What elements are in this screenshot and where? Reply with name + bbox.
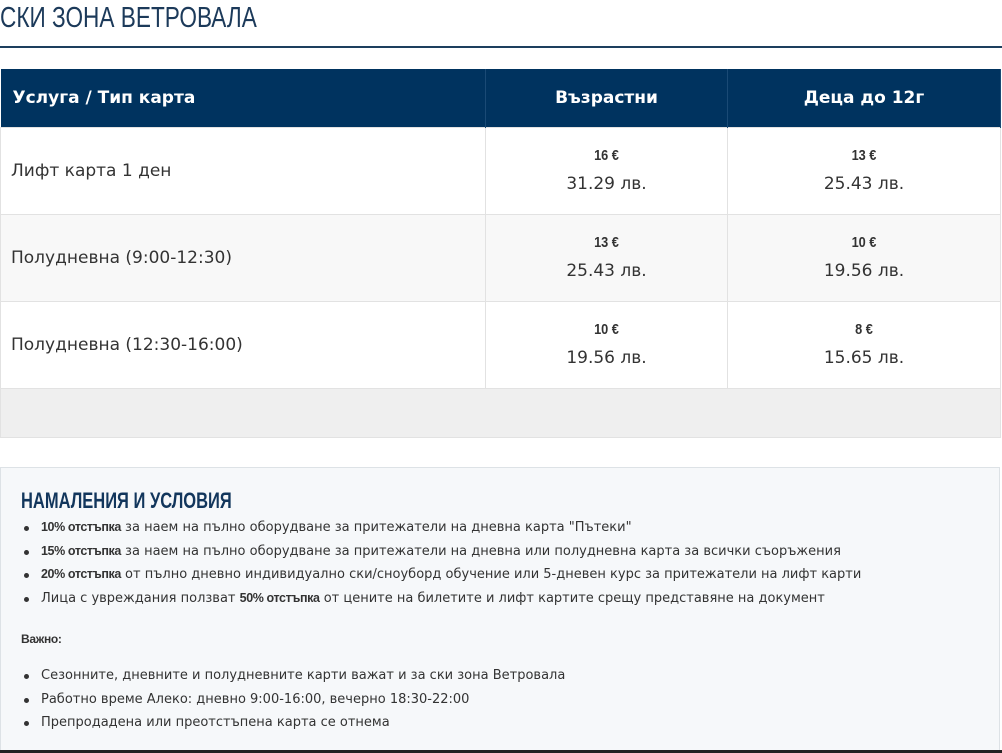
price-bgn: 19.56 лв. <box>566 348 647 368</box>
child-price: 10 € 19.56 лв. <box>727 213 1001 302</box>
price-bgn: 25.43 лв. <box>823 174 905 194</box>
discounts-section: Намаления и условия 10% отстъпка за наем… <box>0 467 1000 751</box>
note-item: Препродадена или преотстъпена карта се о… <box>21 711 999 735</box>
discount-amount: 15% отстъпка <box>41 543 121 558</box>
price-eur: 13 € <box>594 234 619 251</box>
discount-text: от цените на билетите и лифт картите сре… <box>319 590 825 606</box>
price-eur: 16 € <box>594 147 619 164</box>
price-bgn: 15.65 лв. <box>823 348 905 368</box>
price-eur: 10 € <box>851 234 877 251</box>
price-eur: 10 € <box>594 321 619 338</box>
price-eur: 8 € <box>855 321 873 338</box>
table-header-row: Услуга / Тип карта Възрастни Деца до 12г <box>0 69 1001 127</box>
child-price: 8 € 15.65 лв. <box>727 300 1001 389</box>
service-name: Полудневна (9:00-12:30) <box>0 213 486 302</box>
footer-divider <box>0 750 1002 753</box>
discount-item: 10% отстъпка за наем на пълно оборудване… <box>21 516 999 540</box>
discount-item: Лица с увреждания ползват 50% отстъпка о… <box>21 587 999 611</box>
price-table: Услуга / Тип карта Възрастни Деца до 12г… <box>0 69 1001 438</box>
price-eur: 13 € <box>851 147 877 164</box>
note-item: Сезонните, дневните и полудневните карти… <box>21 664 999 688</box>
service-name: Полудневна (12:30-16:00) <box>0 300 486 389</box>
empty-row <box>0 387 1001 438</box>
note-item: Работно време Алеко: дневно 9:00-16:00, … <box>21 688 999 712</box>
header-adults: Възрастни <box>485 69 728 127</box>
discount-amount: 20% отстъпка <box>41 567 121 581</box>
discount-amount: 50% отстъпка <box>239 590 320 605</box>
discount-item: 15% отстъпка за наем на пълно оборудване… <box>21 540 999 564</box>
notes-list: Сезонните, дневните и полудневните карти… <box>21 664 999 735</box>
adult-price: 10 € 19.56 лв. <box>485 300 728 389</box>
header-service: Услуга / Тип карта <box>0 69 486 127</box>
empty-cell <box>0 387 1001 438</box>
discount-text: за наем на пълно оборудване за притежате… <box>120 543 841 559</box>
discounts-list: 10% отстъпка за наем на пълно оборудване… <box>21 516 999 610</box>
discount-pre: Лица с увреждания ползват <box>41 590 240 606</box>
header-children: Деца до 12г <box>727 69 1001 127</box>
price-bgn: 25.43 лв. <box>566 261 647 281</box>
discount-text: от пълно дневно индивидуално ски/сноубор… <box>120 567 862 582</box>
service-name: Лифт карта 1 ден <box>0 126 486 215</box>
table-row: Полудневна (9:00-12:30) 13 € 25.43 лв. 10… <box>0 213 1001 302</box>
important-label: Важно: <box>21 632 62 646</box>
adult-price: 16 € 31.29 лв. <box>485 126 728 215</box>
table-row: Полудневна (12:30-16:00) 10 € 19.56 лв. 8… <box>0 300 1001 389</box>
discount-amount: 10% отстъпка <box>41 520 121 534</box>
title-divider <box>0 46 1002 48</box>
price-bgn: 31.29 лв. <box>566 174 647 194</box>
adult-price: 13 € 25.43 лв. <box>485 213 728 302</box>
page-title: Ски зона Ветровала <box>0 2 257 34</box>
table-row: Лифт карта 1 ден 16 € 31.29 лв. 13 € 25.43… <box>0 126 1001 215</box>
discounts-heading: Намаления и условия <box>21 488 232 513</box>
discount-item: 20% отстъпка от пълно дневно индивидуалн… <box>21 563 999 587</box>
price-bgn: 19.56 лв. <box>823 261 905 281</box>
child-price: 13 € 25.43 лв. <box>727 126 1001 215</box>
discount-text: за наем на пълно оборудване за притежате… <box>120 520 632 535</box>
